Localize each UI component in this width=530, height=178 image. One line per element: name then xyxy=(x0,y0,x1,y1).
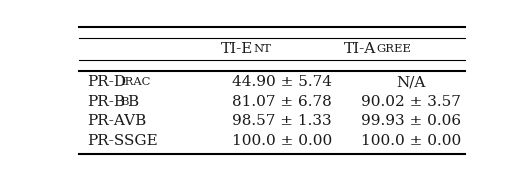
Text: GREE: GREE xyxy=(376,44,411,54)
Text: 99.93 ± 0.06: 99.93 ± 0.06 xyxy=(361,114,461,128)
Text: PR-AVB: PR-AVB xyxy=(87,114,146,128)
Text: PR-B: PR-B xyxy=(87,95,125,109)
Text: TI-A: TI-A xyxy=(344,42,376,56)
Text: TI-E: TI-E xyxy=(221,42,253,56)
Text: N/A: N/A xyxy=(396,75,426,89)
Text: 44.90 ± 5.74: 44.90 ± 5.74 xyxy=(232,75,332,89)
Text: 100.0 ± 0.00: 100.0 ± 0.00 xyxy=(361,134,462,148)
Text: PR-SSGE: PR-SSGE xyxy=(87,134,157,148)
Text: PR-D: PR-D xyxy=(87,75,126,89)
Text: 90.02 ± 3.57: 90.02 ± 3.57 xyxy=(361,95,461,109)
Text: B: B xyxy=(127,95,138,109)
Text: 100.0 ± 0.00: 100.0 ± 0.00 xyxy=(232,134,332,148)
Text: 98.57 ± 1.33: 98.57 ± 1.33 xyxy=(232,114,332,128)
Text: B: B xyxy=(120,96,129,107)
Text: IRAC: IRAC xyxy=(120,77,151,87)
Text: 81.07 ± 6.78: 81.07 ± 6.78 xyxy=(232,95,332,109)
Text: NT: NT xyxy=(253,44,271,54)
